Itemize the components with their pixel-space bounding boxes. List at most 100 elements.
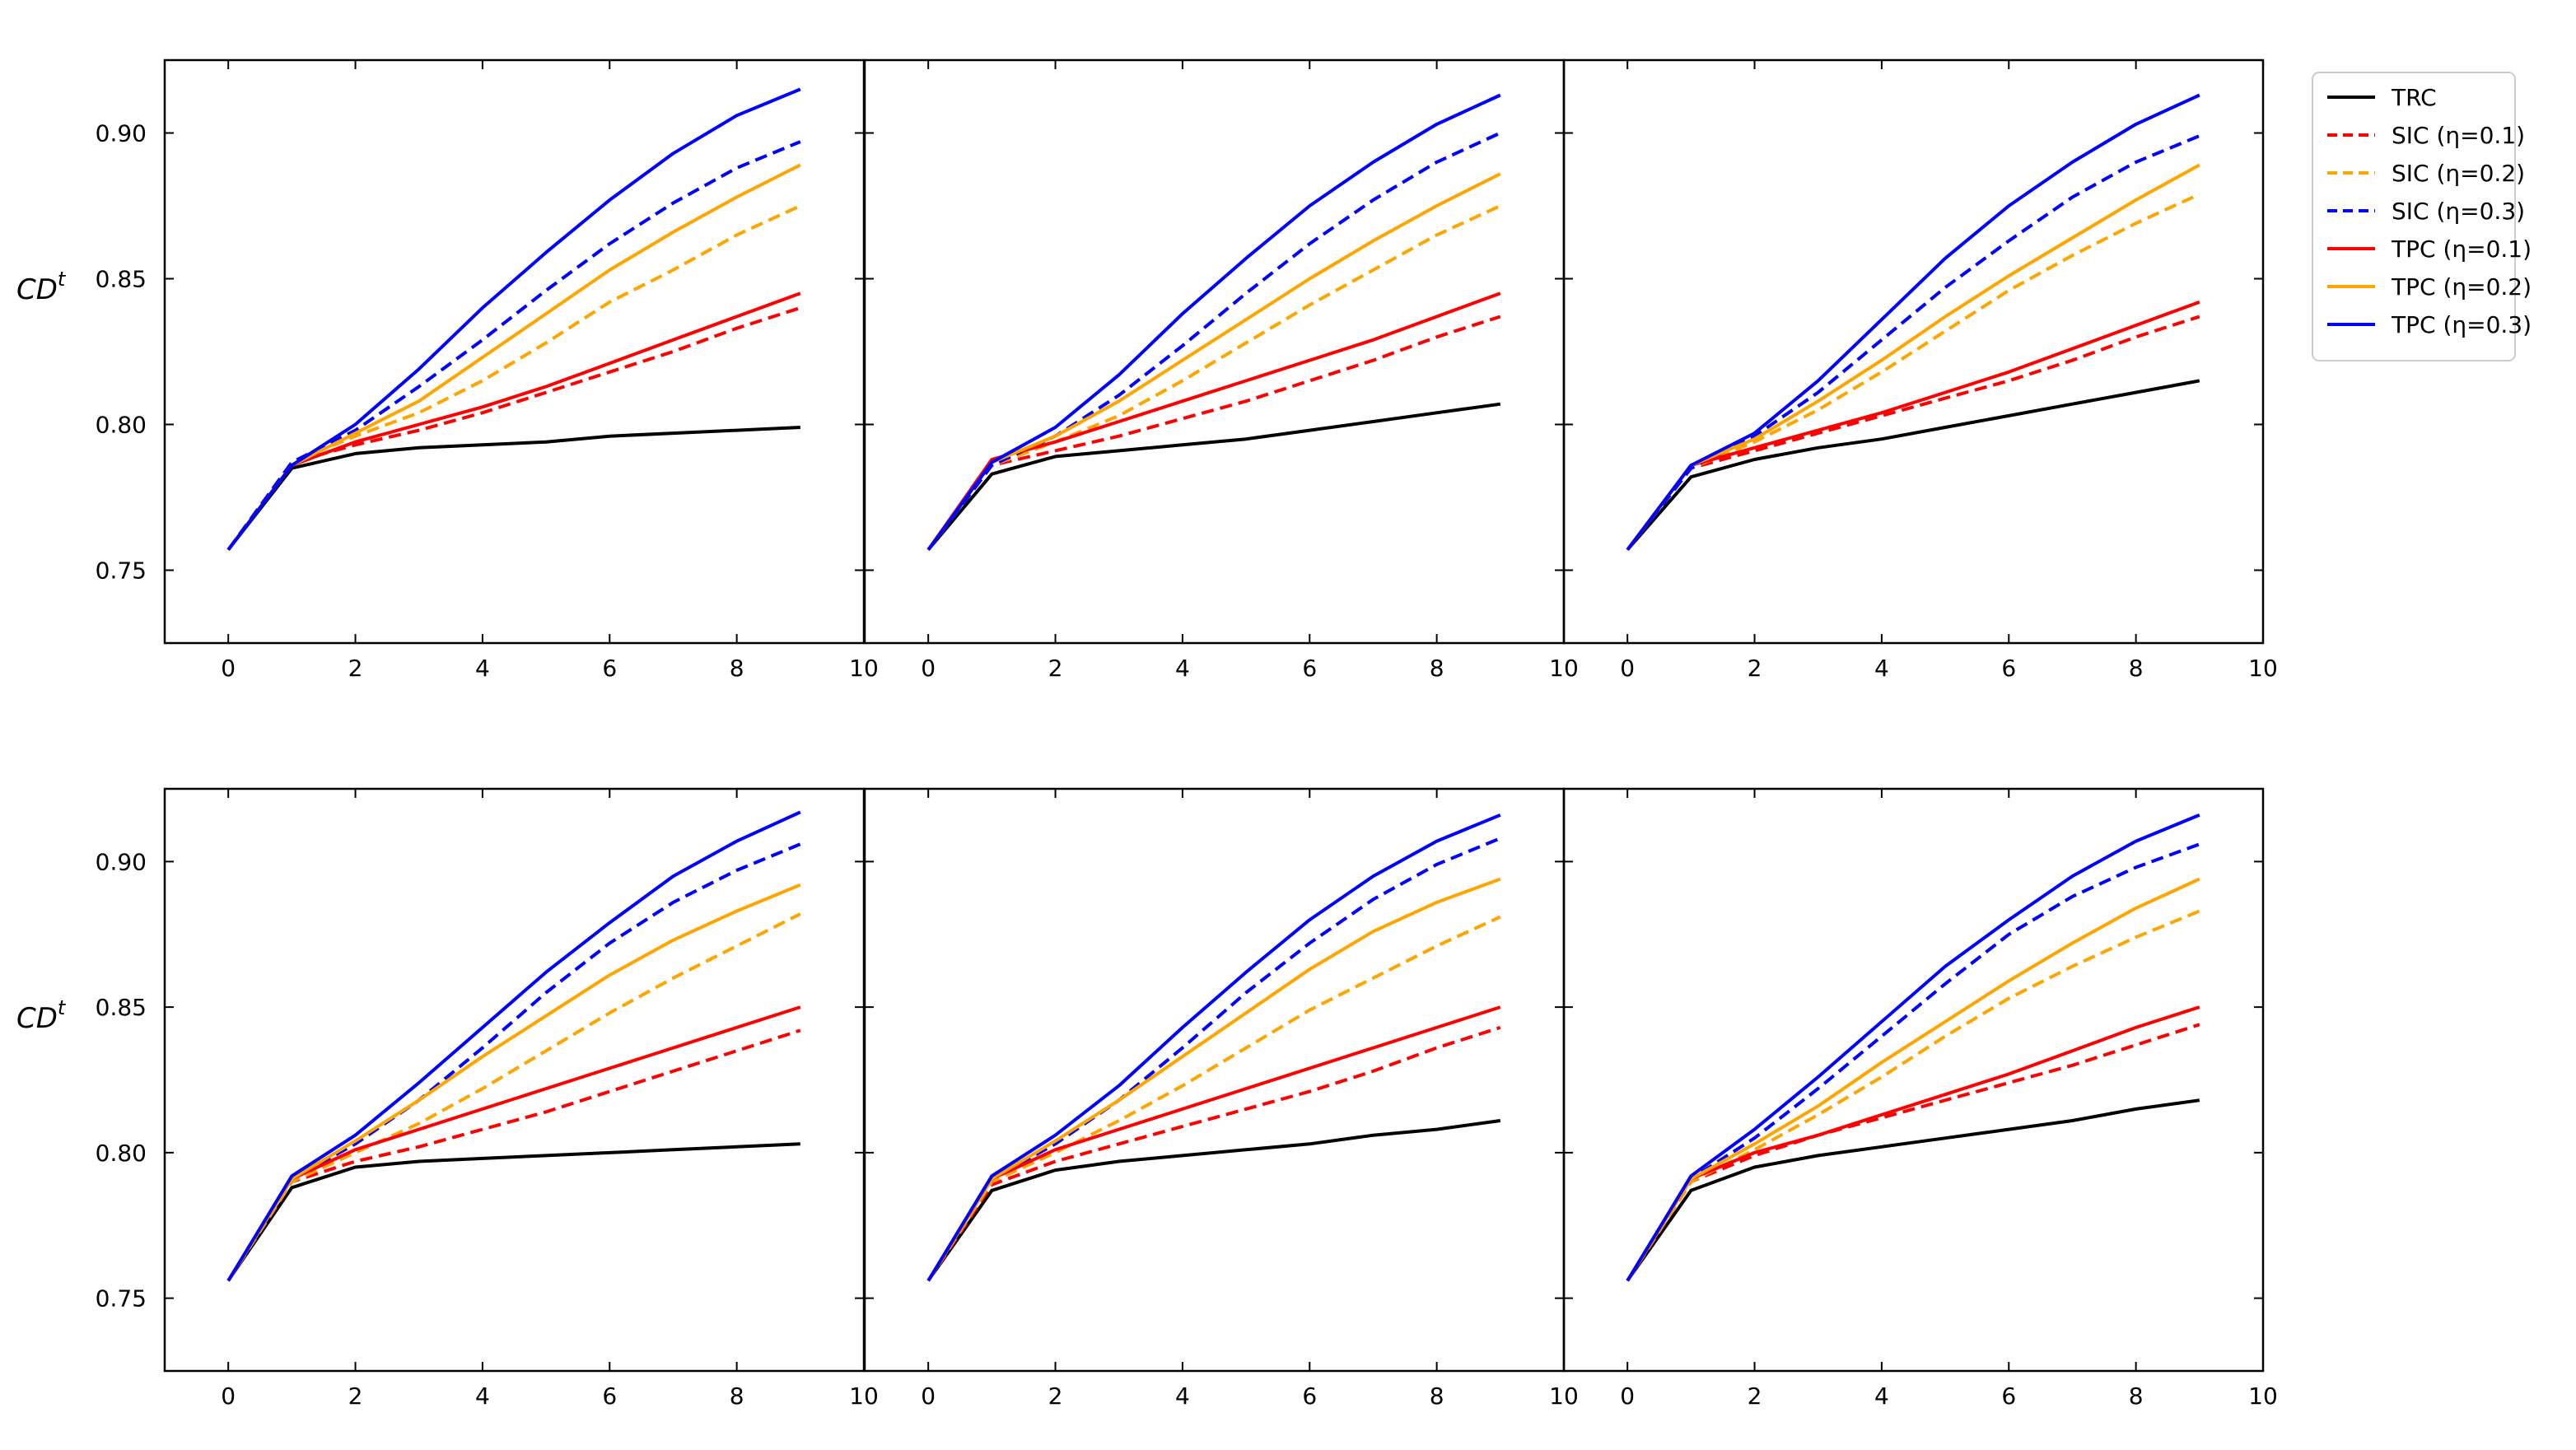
series-line-tpc-0-1 xyxy=(926,291,1501,551)
legend-entry-label: TPC (η=0.3) xyxy=(2391,311,2532,338)
panel-3: 0 2 4 6 8 10 xyxy=(1562,58,2278,682)
legend-entry-label: SIC (η=0.1) xyxy=(2392,122,2525,149)
x-tick-label: 0 xyxy=(1620,655,1635,682)
series-line-sic-0-2 xyxy=(926,204,1501,551)
x-tick-label: 8 xyxy=(1430,655,1444,682)
series-line-sic-0-2 xyxy=(226,204,801,551)
x-tick-label: 10 xyxy=(2248,655,2278,682)
y-tick-label: 0.80 xyxy=(96,1140,147,1167)
series-line-trc xyxy=(1626,379,2200,552)
x-tick-label: 6 xyxy=(602,655,617,682)
series-line-tpc-0-2 xyxy=(926,172,1501,551)
series-line-tpc-0-3 xyxy=(926,813,1501,1282)
series-line-tpc-0-2 xyxy=(926,877,1501,1282)
y-tick-label: 0.75 xyxy=(96,1285,147,1312)
x-tick-label: 0 xyxy=(921,1382,936,1410)
series-line-sic-0-1 xyxy=(1626,315,2200,551)
series-line-trc xyxy=(226,426,800,551)
x-tick-label: 4 xyxy=(475,655,490,682)
y-axis-label-superscript: t xyxy=(58,268,67,291)
x-tick-label: 2 xyxy=(1048,655,1063,682)
x-tick-label: 8 xyxy=(730,1382,744,1410)
x-tick-label: 4 xyxy=(1175,655,1190,682)
series-line-tpc-0-1 xyxy=(1626,300,2200,551)
y-tick-label: 0.75 xyxy=(96,557,147,585)
y-axis-label: CDt xyxy=(16,996,67,1035)
y-tick-label: 0.90 xyxy=(96,120,147,147)
y-axis-label-superscript: t xyxy=(58,996,67,1019)
axes-frame xyxy=(863,787,1566,1373)
x-tick-label: 2 xyxy=(348,1382,363,1410)
x-tick-label: 2 xyxy=(348,655,363,682)
series-line-sic-0-3 xyxy=(926,837,1501,1282)
series-line-tpc-0-3 xyxy=(926,93,1501,551)
axes-frame xyxy=(163,787,866,1373)
panel-1: 0 2 4 6 8 10 0.75 0.80 0.85 0.90 CDt xyxy=(16,58,879,682)
x-tick-label: 6 xyxy=(1302,655,1317,682)
x-tick-label: 2 xyxy=(1748,1382,1762,1410)
y-axis-label-base: CD xyxy=(16,1002,58,1035)
x-tick-label: 0 xyxy=(221,1382,236,1410)
panel-5: 0 2 4 6 8 10 xyxy=(863,787,1579,1410)
series-line-trc xyxy=(1626,1098,2200,1282)
panel-4: 0 2 4 6 8 10 0.75 0.80 0.85 0.90 CDt xyxy=(16,787,879,1410)
x-tick-label: 0 xyxy=(221,655,236,682)
legend-entry-label: TPC (η=0.2) xyxy=(2391,273,2532,301)
x-tick-label: 8 xyxy=(2129,1382,2144,1410)
series-line-sic-0-1 xyxy=(226,1028,801,1282)
series-line-sic-0-2 xyxy=(926,915,1501,1282)
axes-frame xyxy=(863,58,1566,645)
x-tick-label: 8 xyxy=(2129,655,2144,682)
series-line-sic-0-1 xyxy=(926,315,1501,551)
legend-entry-label: TRC xyxy=(2391,84,2437,111)
series-line-tpc-0-3 xyxy=(226,87,801,551)
x-tick-label: 6 xyxy=(1302,1382,1317,1410)
series-line-sic-0-3 xyxy=(226,140,801,551)
legend-entry-label: SIC (η=0.3) xyxy=(2392,198,2525,225)
x-tick-label: 10 xyxy=(1549,655,1579,682)
x-tick-label: 10 xyxy=(849,655,879,682)
x-tick-label: 6 xyxy=(2001,655,2016,682)
series-line-tpc-0-2 xyxy=(1626,163,2200,551)
x-tick-label: 6 xyxy=(602,1382,617,1410)
x-tick-label: 10 xyxy=(2248,1382,2278,1410)
series-line-tpc-0-3 xyxy=(1626,93,2200,551)
x-tick-label: 8 xyxy=(730,655,744,682)
x-tick-label: 10 xyxy=(1549,1382,1579,1410)
x-tick-label: 0 xyxy=(921,655,936,682)
series-line-sic-0-3 xyxy=(1626,842,2200,1282)
series-line-sic-0-2 xyxy=(1626,192,2200,551)
series-line-sic-0-1 xyxy=(1626,1023,2200,1282)
series-line-sic-0-2 xyxy=(1626,909,2200,1282)
panel-2: 0 2 4 6 8 10 xyxy=(863,58,1579,682)
legend-frame xyxy=(2312,72,2516,361)
x-tick-label: 8 xyxy=(1430,1382,1444,1410)
x-tick-label: 6 xyxy=(2001,1382,2016,1410)
series-line-tpc-0-3 xyxy=(1626,813,2200,1282)
y-tick-label: 0.85 xyxy=(96,994,147,1021)
legend-entry-label: TPC (η=0.1) xyxy=(2391,235,2532,263)
y-tick-label: 0.85 xyxy=(96,266,147,293)
series-line-tpc-0-2 xyxy=(1626,877,2200,1282)
series-line-tpc-0-2 xyxy=(226,883,801,1282)
legend: TRC SIC (η=0.1) SIC (η=0.2) SIC (η=0.3) TPC … xyxy=(2312,72,2532,361)
y-axis-label: CDt xyxy=(16,268,67,306)
axes-frame xyxy=(1562,58,2265,645)
series-line-trc xyxy=(226,1142,800,1282)
x-tick-label: 2 xyxy=(1048,1382,1063,1410)
series-line-tpc-0-1 xyxy=(226,1005,801,1282)
series-line-sic-0-3 xyxy=(226,842,801,1282)
x-tick-label: 0 xyxy=(1620,1382,1635,1410)
series-line-tpc-0-2 xyxy=(226,163,801,551)
y-tick-label: 0.80 xyxy=(96,412,147,439)
series-line-sic-0-1 xyxy=(226,305,801,551)
y-axis-label-base: CD xyxy=(16,273,58,306)
x-tick-label: 10 xyxy=(849,1382,879,1410)
panel-6: 0 2 4 6 8 10 xyxy=(1562,787,2278,1410)
x-tick-label: 4 xyxy=(1874,655,1889,682)
series-line-sic-0-2 xyxy=(226,912,801,1282)
series-line-trc xyxy=(926,1119,1501,1282)
series-line-tpc-0-1 xyxy=(1626,1005,2200,1282)
series-line-sic-0-1 xyxy=(926,1025,1501,1282)
